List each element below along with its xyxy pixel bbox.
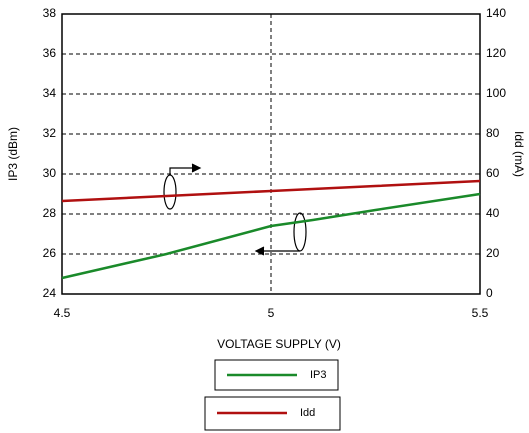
y-tick-label: 34 bbox=[43, 86, 57, 100]
y2-tick-label: 60 bbox=[486, 166, 500, 180]
y2-tick-label: 120 bbox=[486, 46, 506, 60]
y-tick-label: 28 bbox=[43, 206, 57, 220]
y2-axis-label: Idd (mA) bbox=[512, 131, 526, 177]
y-tick-label: 26 bbox=[43, 246, 57, 260]
y2-tick-label: 0 bbox=[486, 286, 493, 300]
x-tick-label: 4.5 bbox=[54, 306, 71, 320]
x-tick-label: 5.5 bbox=[472, 306, 489, 320]
y-tick-label: 36 bbox=[43, 46, 57, 60]
legend-box bbox=[204, 396, 341, 431]
line-series bbox=[61, 179, 481, 203]
y2-tick-label: 100 bbox=[486, 86, 506, 100]
y-tick-label: 38 bbox=[43, 6, 57, 20]
x-axis-label: VOLTAGE SUPPLY (V) bbox=[217, 337, 341, 351]
plot-frame bbox=[61, 13, 481, 295]
annotation-arrows bbox=[163, 163, 307, 256]
y2-tick-label: 80 bbox=[486, 126, 500, 140]
y-tick-label: 32 bbox=[43, 126, 57, 140]
y-axis-label: IP3 (dBm) bbox=[6, 127, 20, 181]
legend-box bbox=[214, 359, 339, 391]
y-tick-label: 30 bbox=[43, 166, 57, 180]
line-series bbox=[61, 192, 481, 280]
y2-tick-label: 140 bbox=[486, 6, 506, 20]
legend-label: IP3 bbox=[310, 369, 327, 381]
y2-tick-label: 20 bbox=[486, 246, 500, 260]
legend-label: Idd bbox=[300, 407, 315, 419]
y-tick-label: 24 bbox=[43, 286, 57, 300]
x-tick-label: 5 bbox=[268, 306, 275, 320]
y2-tick-label: 40 bbox=[486, 206, 500, 220]
